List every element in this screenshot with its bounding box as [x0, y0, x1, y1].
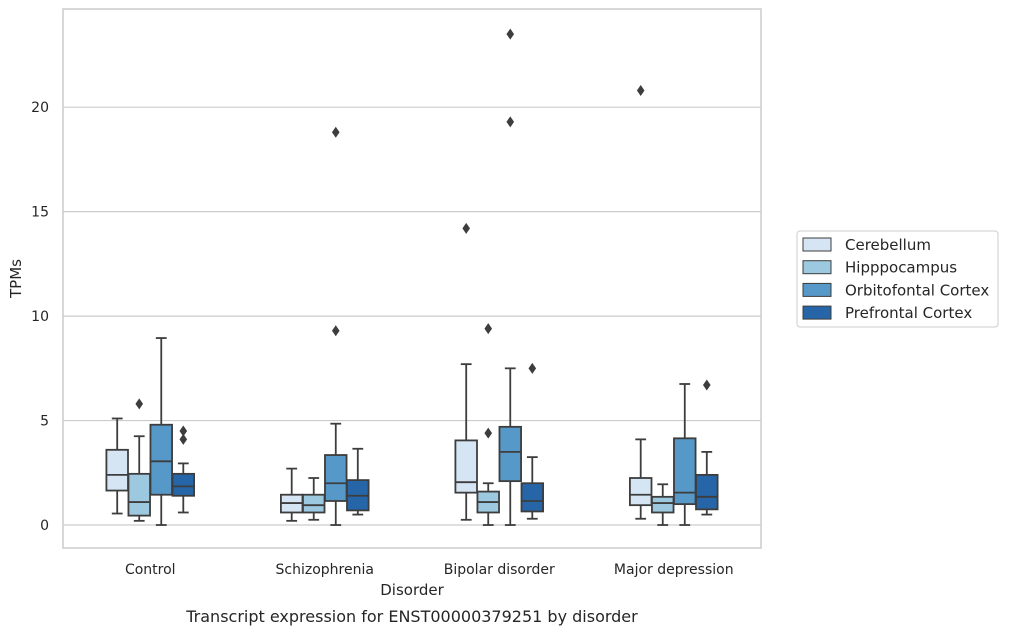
outlier-point [528, 362, 537, 374]
legend-swatch [802, 305, 832, 320]
outlier-point [636, 84, 645, 96]
box-body [498, 425, 522, 483]
outlier-point [484, 323, 493, 335]
plot-frame [62, 8, 762, 549]
box-hipppocampus [476, 323, 500, 526]
box-group-schizophrenia [280, 126, 370, 526]
x-tick-label: Bipolar disorder [444, 562, 555, 578]
box-body [105, 448, 129, 492]
outlier-point [506, 28, 515, 40]
legend-label: Prefrontal Cortex [845, 304, 972, 322]
box-cerebellum [454, 222, 478, 521]
outlier-point [135, 398, 144, 410]
outlier-point [702, 379, 711, 391]
box-body [454, 439, 478, 494]
box-hipppocampus [302, 477, 326, 521]
box-body [629, 477, 653, 507]
box-orbitofontal-cortex [324, 126, 348, 526]
box-group-bipolar-disorder [454, 28, 544, 526]
outlier-point [331, 325, 340, 337]
box-prefrontal-cortex [520, 362, 544, 520]
outlier-point [506, 116, 515, 128]
box-groups [105, 28, 719, 526]
legend-item: Orbitofontal Cortex [802, 281, 989, 299]
box-body [651, 495, 675, 514]
y-tick-label: 15 [31, 205, 49, 221]
legend-swatch [802, 260, 832, 275]
box-body [695, 473, 719, 511]
box-body [149, 423, 173, 496]
legend-label: Orbitofontal Cortex [845, 281, 989, 299]
legend-swatch [802, 282, 832, 297]
gridlines [63, 106, 761, 526]
y-tick-label: 10 [31, 309, 49, 325]
box-cerebellum [629, 84, 653, 520]
y-tick-label: 0 [40, 518, 49, 534]
box-orbitofontal-cortex [498, 28, 522, 526]
legend-item: Prefrontal Cortex [802, 304, 972, 322]
box-body [520, 482, 544, 513]
legend-item: Cerebellum [802, 236, 931, 254]
x-tick-label: Control [125, 562, 176, 578]
chart-caption: Transcript expression for ENST0000037925… [185, 607, 638, 626]
y-tick-labels: 0 5 10 15 20 [31, 100, 49, 534]
box-cerebellum [105, 417, 129, 515]
x-tick-labels: Control Schizophrenia Bipolar disorder Majo… [125, 562, 734, 578]
legend-swatch [802, 237, 832, 252]
x-tick-label: Major depression [614, 562, 734, 578]
legend-label: Hipppocampus [845, 259, 957, 277]
box-body [673, 437, 697, 506]
box-prefrontal-cortex [171, 425, 195, 514]
y-axis-label: TPMs [7, 259, 25, 299]
legend-item: Hipppocampus [802, 259, 957, 277]
box-body [302, 493, 326, 514]
box-cerebellum [280, 467, 304, 522]
box-body [127, 472, 151, 517]
box-hipppocampus [651, 483, 675, 526]
box-group-major-depression [629, 84, 719, 526]
outlier-point [462, 222, 471, 234]
outlier-point [179, 425, 188, 437]
x-axis-label: Disorder [380, 581, 444, 599]
box-prefrontal-cortex [695, 379, 719, 516]
box-body [324, 454, 348, 502]
legend-frame [796, 230, 999, 328]
y-tick-label: 5 [40, 414, 49, 430]
box-body [171, 472, 195, 497]
outlier-point [179, 433, 188, 445]
box-group-control [105, 337, 195, 526]
legend: Cerebellum Hipppocampus Orbitofontal Corte… [796, 230, 999, 328]
legend-label: Cerebellum [845, 236, 931, 254]
box-prefrontal-cortex [346, 447, 370, 516]
box-orbitofontal-cortex [673, 383, 697, 526]
box-hipppocampus [127, 398, 151, 522]
outlier-point [331, 126, 340, 138]
y-tick-label: 20 [31, 100, 49, 116]
x-tick-label: Schizophrenia [276, 562, 374, 578]
box-orbitofontal-cortex [149, 337, 173, 526]
outlier-point [484, 427, 493, 439]
